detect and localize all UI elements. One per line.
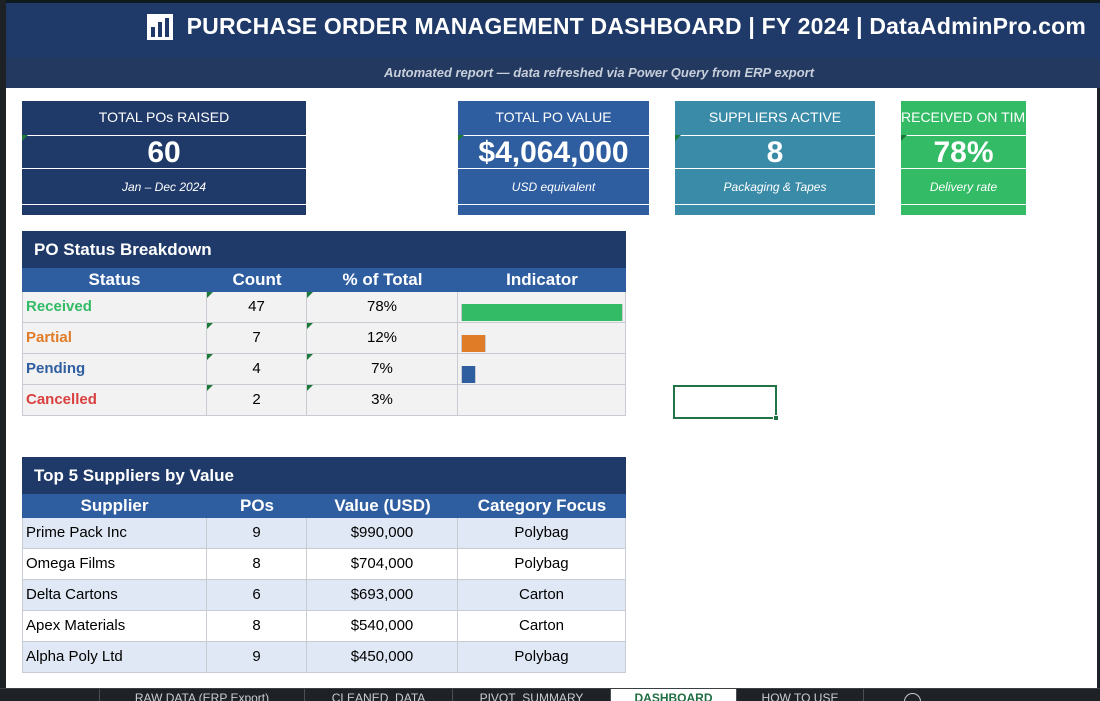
column-header: Supplier xyxy=(80,496,149,515)
supplier-name: Delta Cartons xyxy=(22,580,207,610)
status-count: 2 xyxy=(207,385,307,415)
status-percent: 78% xyxy=(307,292,458,322)
po-status-table: PO Status Breakdown Status Count % of To… xyxy=(22,231,626,416)
supplier-category: Carton xyxy=(458,580,626,610)
status-percent: 3% xyxy=(307,385,458,415)
status-row: Pending 4 7% xyxy=(22,354,626,385)
kpi-received-on-time: RECEIVED ON TIME 78% Delivery rate xyxy=(901,101,1026,215)
status-name: Received xyxy=(22,292,207,322)
supplier-value: $704,000 xyxy=(307,549,458,579)
tab-dashboard[interactable]: DASHBOARD xyxy=(611,689,737,701)
column-header: Indicator xyxy=(506,270,578,289)
supplier-value: $450,000 xyxy=(307,642,458,672)
refresh-note: Automated report — data refreshed via Po… xyxy=(384,65,815,80)
supplier-po-count: 9 xyxy=(207,518,307,548)
supplier-row: Alpha Poly Ltd 9 $450,000 Polybag xyxy=(22,642,626,673)
indicator-bar xyxy=(461,304,623,321)
report-subheader: Automated report — data refreshed via Po… xyxy=(6,58,1100,88)
column-header: Status xyxy=(88,270,141,289)
supplier-row: Delta Cartons 6 $693,000 Carton xyxy=(22,580,626,611)
status-indicator xyxy=(458,354,626,384)
kpi-subtext: USD equivalent xyxy=(511,180,596,194)
supplier-name: Apex Materials xyxy=(22,611,207,641)
status-percent: 12% xyxy=(307,323,458,353)
status-row: Cancelled 2 3% xyxy=(22,385,626,416)
column-header: POs xyxy=(239,496,275,515)
tab-how-to-use[interactable]: HOW TO USE xyxy=(737,689,864,701)
supplier-row: Prime Pack Inc 9 $990,000 Polybag xyxy=(22,518,626,549)
bar-chart-icon xyxy=(146,13,173,40)
supplier-po-count: 9 xyxy=(207,642,307,672)
add-sheet-icon[interactable] xyxy=(904,693,921,701)
kpi-label: TOTAL POs RAISED xyxy=(98,109,230,125)
tab-raw-data[interactable]: RAW DATA (ERP Export) xyxy=(100,689,305,701)
column-header: Value (USD) xyxy=(334,496,431,515)
dashboard-title: PURCHASE ORDER MANAGEMENT DASHBOARD | FY… xyxy=(186,13,1086,39)
supplier-po-count: 8 xyxy=(207,611,307,641)
status-name: Pending xyxy=(22,354,207,384)
column-header: Category Focus xyxy=(477,496,607,515)
kpi-label: RECEIVED ON TIME xyxy=(901,109,1026,125)
kpi-total-value: TOTAL PO VALUE $4,064,000 USD equivalent xyxy=(458,101,649,215)
supplier-name: Alpha Poly Ltd xyxy=(22,642,207,672)
kpi-label: SUPPLIERS ACTIVE xyxy=(708,109,842,125)
supplier-value: $540,000 xyxy=(307,611,458,641)
supplier-row: Omega Films 8 $704,000 Polybag xyxy=(22,549,626,580)
column-header: Count xyxy=(232,270,282,289)
tab-scroll-area[interactable] xyxy=(0,689,100,701)
supplier-row: Apex Materials 8 $540,000 Carton xyxy=(22,611,626,642)
indicator-bar xyxy=(461,335,486,352)
top-suppliers-table: Top 5 Suppliers by Value Supplier POs Va… xyxy=(22,457,626,673)
kpi-suppliers-active: SUPPLIERS ACTIVE 8 Packaging & Tapes xyxy=(675,101,875,215)
supplier-category: Carton xyxy=(458,611,626,641)
status-table-header: Status Count % of Total Indicator xyxy=(22,268,626,292)
kpi-subtext: Delivery rate xyxy=(929,180,998,194)
status-indicator xyxy=(458,385,626,415)
kpi-total-pos: TOTAL POs RAISED 60 Jan – Dec 2024 xyxy=(22,101,306,215)
status-count: 7 xyxy=(207,323,307,353)
status-indicator xyxy=(458,292,626,322)
right-edge xyxy=(1097,0,1100,701)
column-header: % of Total xyxy=(342,270,423,289)
kpi-subtext: Packaging & Tapes xyxy=(723,180,827,194)
status-indicator xyxy=(458,323,626,353)
status-count: 47 xyxy=(207,292,307,322)
indicator-bar xyxy=(461,366,476,383)
supplier-table-header: Supplier POs Value (USD) Category Focus xyxy=(22,494,626,518)
sheet-tab-bar: RAW DATA (ERP Export) CLEANED_DATA PIVOT… xyxy=(0,688,1100,701)
supplier-value: $990,000 xyxy=(307,518,458,548)
status-row: Partial 7 12% xyxy=(22,323,626,354)
row-header-strip xyxy=(0,0,6,701)
kpi-value: $4,064,000 xyxy=(458,135,649,169)
kpi-value: 60 xyxy=(22,135,306,169)
supplier-table-title: Top 5 Suppliers by Value xyxy=(22,457,626,494)
supplier-category: Polybag xyxy=(458,549,626,579)
status-name: Partial xyxy=(22,323,207,353)
status-percent: 7% xyxy=(307,354,458,384)
tab-pivot-summary[interactable]: PIVOT_SUMMARY xyxy=(453,689,611,701)
supplier-name: Omega Films xyxy=(22,549,207,579)
status-table-title: PO Status Breakdown xyxy=(22,231,626,268)
supplier-category: Polybag xyxy=(458,642,626,672)
kpi-value: 8 xyxy=(675,135,875,169)
dashboard-header: PURCHASE ORDER MANAGEMENT DASHBOARD | FY… xyxy=(6,0,1100,58)
kpi-value: 78% xyxy=(901,135,1026,169)
supplier-po-count: 8 xyxy=(207,549,307,579)
kpi-subtext: Jan – Dec 2024 xyxy=(121,180,207,194)
status-row: Received 47 78% xyxy=(22,292,626,323)
status-name: Cancelled xyxy=(22,385,207,415)
supplier-name: Prime Pack Inc xyxy=(22,518,207,548)
selected-cell[interactable] xyxy=(673,385,779,421)
kpi-label: TOTAL PO VALUE xyxy=(495,109,612,125)
fill-handle[interactable] xyxy=(773,415,779,421)
supplier-value: $693,000 xyxy=(307,580,458,610)
supplier-category: Polybag xyxy=(458,518,626,548)
tab-cleaned-data[interactable]: CLEANED_DATA xyxy=(305,689,453,701)
status-count: 4 xyxy=(207,354,307,384)
supplier-po-count: 6 xyxy=(207,580,307,610)
